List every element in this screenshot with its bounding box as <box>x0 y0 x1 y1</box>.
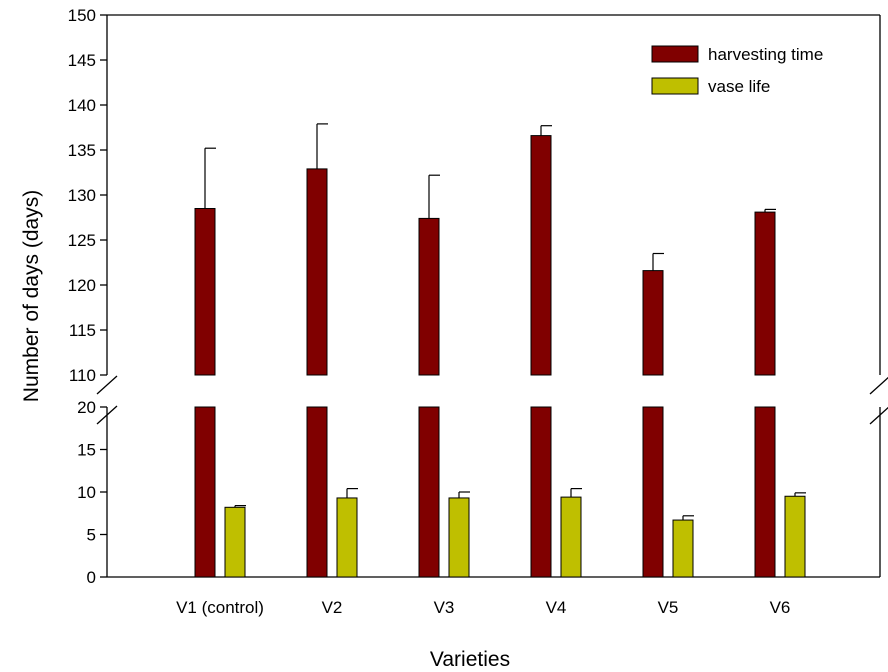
bar-vase-life <box>560 496 582 578</box>
axis-break-mark-right-upper <box>869 376 888 395</box>
legend-label: harvesting time <box>708 45 823 64</box>
y-tick-label: 150 <box>68 6 96 25</box>
y-tick-label: 130 <box>68 186 96 205</box>
y-tick-label: 110 <box>69 366 96 385</box>
x-axis-title: Varieties <box>430 648 510 671</box>
y-tick-label: 10 <box>77 483 96 502</box>
x-tick-label: V2 <box>322 598 343 617</box>
x-tick-label: V5 <box>658 598 679 617</box>
x-axis: V1 (control) V2 V3 V4 V5 V6 <box>176 598 790 617</box>
bar-harvesting-time-lower <box>530 406 552 578</box>
legend-swatch <box>651 77 699 95</box>
axis-break-mark-left-upper <box>96 375 118 395</box>
bar-harvesting-time-lower <box>306 406 328 578</box>
y-tick-label: 5 <box>87 526 96 545</box>
x-tick-label: V6 <box>770 598 791 617</box>
legend: harvesting time vase life <box>651 45 823 96</box>
bar-harvesting-time-upper <box>754 211 776 376</box>
bar-harvesting-time-lower <box>754 406 776 578</box>
axis-break-mark-left-lower <box>96 405 118 425</box>
upper-y-axis: 110 115 120 125 130 135 140 145 150 <box>68 6 888 395</box>
y-tick-label: 115 <box>69 321 96 340</box>
bar-vase-life <box>336 497 358 578</box>
bars <box>194 123 806 578</box>
bar-harvesting-time-upper <box>418 217 440 376</box>
bar-vase-life <box>672 519 694 578</box>
bar-vase-life <box>224 506 246 578</box>
bar-harvesting-time-upper <box>306 168 328 376</box>
bar-harvesting-time-upper <box>642 270 664 376</box>
bar-vase-life <box>784 495 806 578</box>
y-axis-title: Number of days (days) <box>20 190 43 402</box>
bar-harvesting-time-upper <box>530 135 552 376</box>
y-tick-label: 20 <box>77 398 96 417</box>
y-tick-label: 15 <box>77 441 96 460</box>
y-tick-label: 125 <box>68 231 96 250</box>
y-tick-label: 135 <box>68 141 96 160</box>
x-tick-label: V1 (control) <box>176 598 264 617</box>
y-tick-label: 0 <box>87 568 96 587</box>
axis-break-mark-right-lower <box>869 406 888 425</box>
x-tick-label: V3 <box>434 598 455 617</box>
bar-harvesting-time-lower <box>642 406 664 578</box>
y-tick-label: 120 <box>68 276 96 295</box>
x-tick-label: V4 <box>546 598 567 617</box>
bar-harvesting-time-lower <box>194 406 216 578</box>
bar-vase-life <box>448 497 470 578</box>
legend-label: vase life <box>708 77 770 96</box>
y-tick-label: 145 <box>68 51 96 70</box>
bar-harvesting-time-lower <box>418 406 440 578</box>
bar-harvesting-time-upper <box>194 208 216 376</box>
y-tick-label: 140 <box>68 96 96 115</box>
legend-swatch <box>651 45 699 63</box>
